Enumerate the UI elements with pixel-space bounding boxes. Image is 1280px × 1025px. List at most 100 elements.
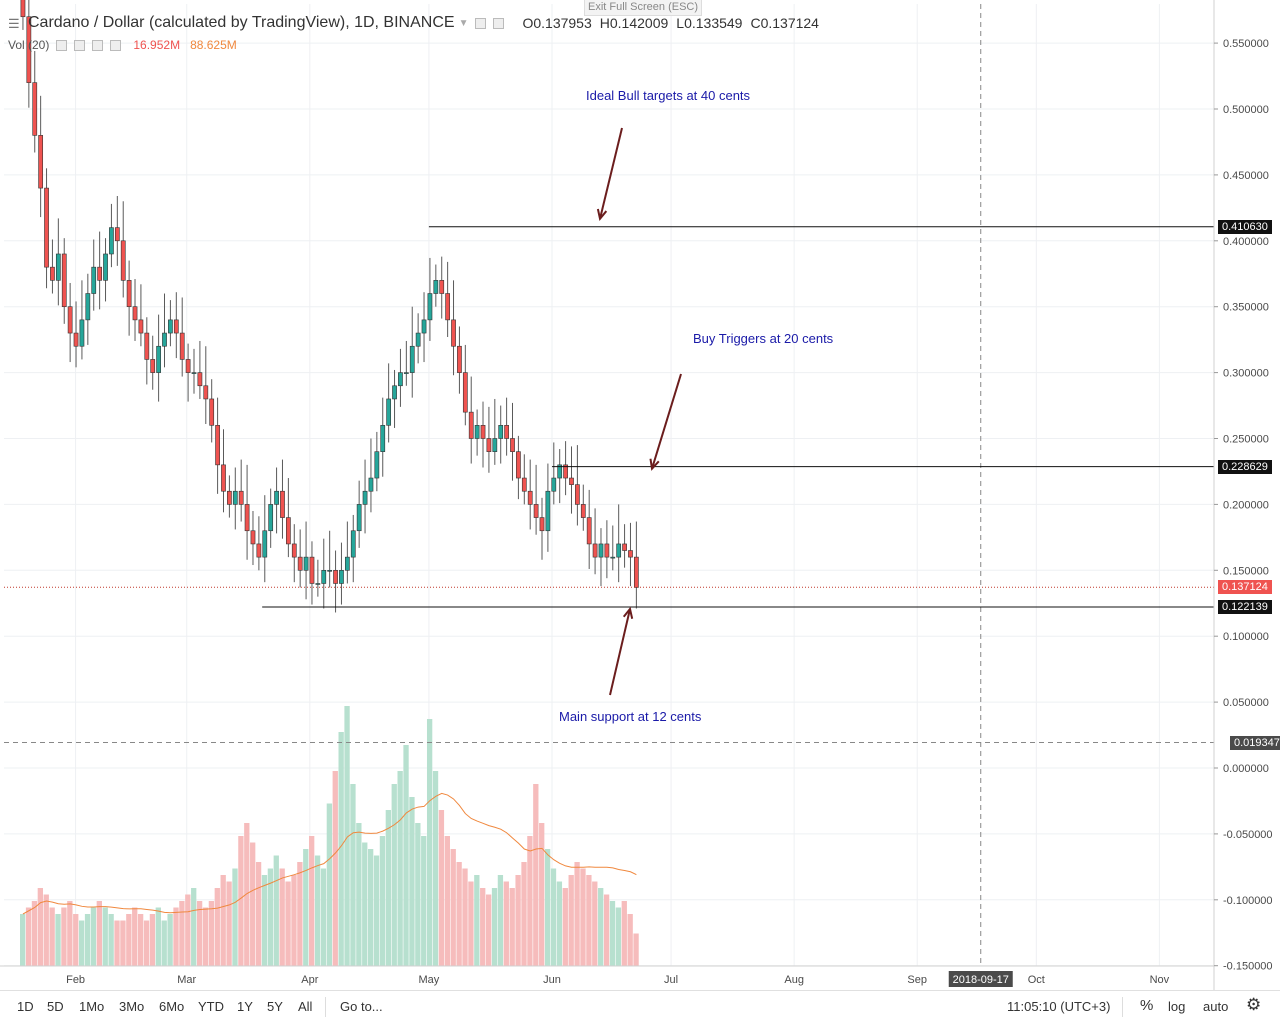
range-6mo[interactable]: 6Mo	[159, 999, 185, 1014]
volume-label[interactable]: Vol (20)	[8, 38, 50, 52]
y-tick-label: 0.300000	[1223, 368, 1269, 380]
candle-body	[126, 280, 132, 307]
exit-fullscreen-button[interactable]: Exit Full Screen (ESC)	[584, 0, 702, 16]
price-axis: 0.550000 0.500000 0.450000 0.400000 0.350000…	[1213, 0, 1273, 990]
volume-bar	[137, 914, 144, 966]
price-label-last: 0.137124	[1218, 580, 1272, 595]
volume-bar	[415, 823, 421, 966]
volume-bar	[297, 862, 303, 966]
candle-body	[197, 372, 203, 387]
candle-body	[97, 266, 102, 281]
volume-bar	[503, 881, 509, 966]
candle-body	[474, 425, 480, 439]
range-5y[interactable]: 5Y	[267, 999, 283, 1014]
volume-bar	[314, 855, 321, 966]
range-1d[interactable]: 1D	[17, 999, 34, 1014]
x-tick-label: Apr	[301, 974, 318, 986]
volume-bar	[397, 771, 403, 966]
range-5d[interactable]: 5D	[47, 999, 64, 1014]
candle-body	[616, 543, 622, 558]
percent-toggle[interactable]: %	[1140, 997, 1154, 1014]
settings-icon[interactable]	[74, 39, 86, 51]
range-1mo[interactable]: 1Mo	[79, 999, 105, 1014]
volume-bar	[592, 881, 598, 966]
candle-body	[179, 332, 185, 360]
toolbar-divider	[1122, 997, 1123, 1017]
candle-body	[120, 240, 126, 281]
volume-bar	[391, 784, 397, 966]
volume-bar	[90, 907, 97, 966]
candle-body	[392, 385, 397, 400]
volume-bar	[350, 784, 356, 966]
volume-bar	[609, 901, 616, 966]
candle-body	[209, 398, 215, 426]
volume-bar	[255, 862, 262, 966]
volume-bar	[468, 881, 474, 966]
candle-body	[521, 477, 527, 492]
volume-bar	[438, 810, 445, 966]
price-label-line: 0.228629	[1218, 459, 1272, 474]
candle-body	[504, 425, 509, 439]
range-3mo[interactable]: 3Mo	[119, 999, 145, 1014]
volume-bar	[303, 849, 309, 966]
candle-body	[356, 504, 362, 532]
candle-body	[173, 319, 179, 334]
candle-body	[350, 530, 356, 558]
y-tick-label: 0.250000	[1223, 434, 1269, 446]
candle-body	[268, 504, 274, 532]
volume-bar	[521, 862, 527, 966]
close-icon[interactable]	[493, 17, 505, 29]
volume-bar	[73, 914, 79, 966]
plus-icon[interactable]	[92, 39, 104, 51]
arrow-head	[622, 606, 634, 619]
candle-body	[327, 569, 333, 572]
y-tick-label: 0.200000	[1223, 499, 1269, 511]
log-toggle[interactable]: log	[1168, 999, 1186, 1014]
y-tick-label: 0.500000	[1223, 104, 1269, 116]
gear-icon[interactable]: ⚙	[1246, 995, 1262, 1014]
candle-body	[403, 372, 409, 374]
clock-display[interactable]: 11:05:10 (UTC+3)	[1007, 999, 1111, 1014]
candle-body	[185, 359, 191, 373]
candle-body	[539, 517, 545, 532]
volume-bar	[67, 901, 73, 966]
candle-body	[280, 490, 285, 518]
range-1y[interactable]: 1Y	[237, 999, 253, 1014]
candle-body	[362, 490, 368, 505]
volume-bar	[615, 907, 622, 966]
candle-body	[380, 425, 386, 452]
chevron-down-icon[interactable]: ▼	[458, 17, 469, 29]
candle-body	[103, 253, 108, 281]
volume-value: 16.952M	[133, 38, 181, 52]
candle-body	[545, 490, 551, 532]
candle-body	[533, 504, 539, 518]
candle-body	[510, 438, 515, 452]
volume-bar	[267, 868, 274, 966]
candle-body	[557, 464, 563, 479]
candle-body	[622, 543, 627, 551]
volume-bar	[586, 875, 592, 966]
candle-body	[551, 477, 557, 492]
arrow-head	[596, 208, 608, 222]
candle-body	[498, 425, 504, 439]
volume-bar	[550, 868, 557, 966]
candle-body	[321, 569, 327, 584]
volume-bar	[309, 836, 315, 966]
volume-bar	[126, 914, 132, 966]
close-icon[interactable]	[110, 39, 122, 51]
volume-bar	[627, 914, 633, 966]
range-ytd[interactable]: YTD	[198, 999, 224, 1014]
volume-bar	[120, 920, 126, 966]
settings-icon[interactable]	[475, 17, 487, 29]
eye-icon[interactable]	[56, 39, 68, 51]
goto-button[interactable]: Go to...	[340, 999, 383, 1014]
menu-icon[interactable]: ☰	[8, 16, 20, 31]
annotation-arrows	[596, 127, 682, 696]
auto-toggle[interactable]: auto	[1203, 999, 1229, 1014]
candle-body	[221, 464, 226, 492]
volume-bar	[285, 881, 291, 966]
symbol-title[interactable]: Cardano / Dollar (calculated by TradingV…	[28, 14, 455, 31]
range-all[interactable]: All	[298, 999, 313, 1014]
volume-bar	[633, 933, 639, 966]
